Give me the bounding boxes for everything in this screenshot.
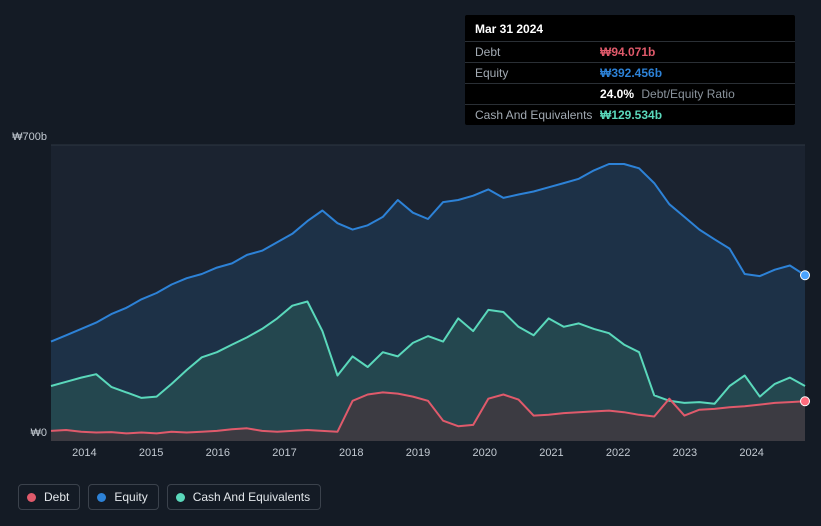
tooltip-row-suffix: Debt/Equity Ratio [638, 87, 735, 101]
tooltip-row-value: ₩94.071b [600, 45, 655, 59]
y-axis-label: ₩0 [0, 427, 47, 439]
legend-label: Cash And Equivalents [193, 490, 310, 504]
x-axis-label: 2023 [673, 447, 697, 459]
legend-dot-icon [97, 493, 106, 502]
tooltip-row-value: ₩129.534b [600, 108, 662, 122]
legend-label: Debt [44, 490, 69, 504]
tooltip-row-value: 24.0% Debt/Equity Ratio [600, 87, 735, 101]
financial-history-chart: Mar 31 2024 Debt₩94.071bEquity₩392.456b2… [0, 0, 821, 526]
x-axis-label: 2015 [139, 447, 163, 459]
legend-item-cash[interactable]: Cash And Equivalents [167, 484, 321, 510]
legend-item-equity[interactable]: Equity [88, 484, 158, 510]
x-axis-label: 2019 [406, 447, 430, 459]
legend-dot-icon [176, 493, 185, 502]
legend-label: Equity [114, 490, 147, 504]
tooltip-row-label: Debt [475, 45, 600, 59]
x-axis-label: 2017 [272, 447, 296, 459]
series-marker-debt [801, 397, 810, 406]
x-axis-label: 2022 [606, 447, 630, 459]
tooltip-row-value: ₩392.456b [600, 66, 662, 80]
series-marker-equity [801, 271, 810, 280]
legend-item-debt[interactable]: Debt [18, 484, 80, 510]
x-axis-label: 2016 [206, 447, 230, 459]
x-axis-label: 2024 [739, 447, 763, 459]
legend-dot-icon [27, 493, 36, 502]
chart-legend: Debt Equity Cash And Equivalents [18, 484, 321, 510]
tooltip-row-label [475, 87, 600, 101]
y-axis-label: ₩700b [0, 131, 47, 143]
tooltip-row: Equity₩392.456b [465, 62, 795, 83]
chart-tooltip: Mar 31 2024 Debt₩94.071bEquity₩392.456b2… [465, 15, 795, 125]
x-axis-label: 2020 [472, 447, 496, 459]
tooltip-row-label: Equity [475, 66, 600, 80]
tooltip-row: Debt₩94.071b [465, 41, 795, 62]
x-axis-label: 2021 [539, 447, 563, 459]
x-axis-label: 2014 [72, 447, 96, 459]
x-axis-label: 2018 [339, 447, 363, 459]
tooltip-row-label: Cash And Equivalents [475, 108, 600, 122]
tooltip-row: 24.0% Debt/Equity Ratio [465, 83, 795, 104]
tooltip-row: Cash And Equivalents₩129.534b [465, 104, 795, 125]
tooltip-title: Mar 31 2024 [465, 15, 795, 41]
